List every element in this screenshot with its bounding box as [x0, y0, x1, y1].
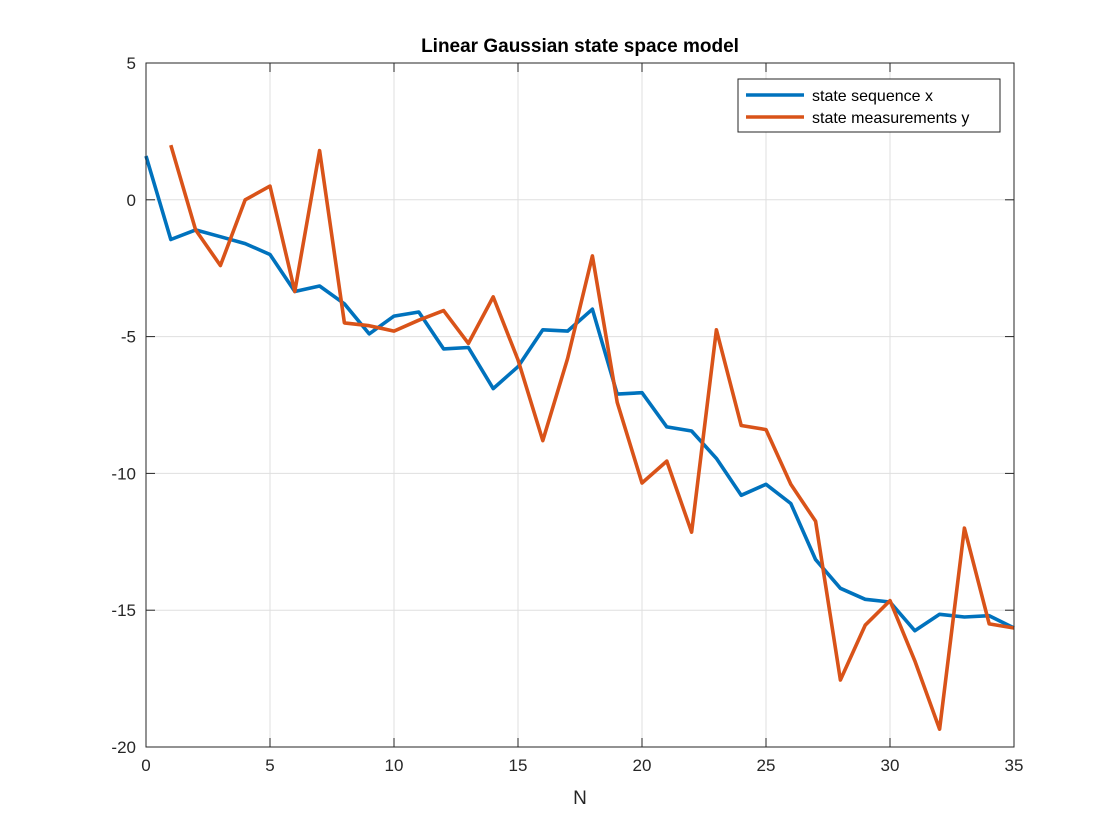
- x-tick-label: 25: [757, 756, 776, 775]
- legend: state sequence x state measurements y: [737, 78, 1001, 133]
- y-tick-label: -10: [111, 464, 136, 483]
- legend-box: [737, 78, 1001, 133]
- x-tick-label: 10: [385, 756, 404, 775]
- y-tick-label: -5: [121, 328, 136, 347]
- y-tick-label: -15: [111, 601, 136, 620]
- plot-border: [145, 62, 1015, 748]
- x-tick-label: 15: [509, 756, 528, 775]
- chart-title: Linear Gaussian state space model: [421, 36, 739, 57]
- x-axis-label: N: [573, 788, 587, 809]
- y-tick-label: 0: [127, 191, 136, 210]
- series-line-2: [169, 144, 1015, 732]
- x-tick-label: 30: [881, 756, 900, 775]
- y-tick-label: 5: [127, 54, 136, 73]
- ticks: 0 5 10 15 20 25 30 35 5 0 -5 -10 -15 -20: [111, 54, 1023, 775]
- x-tick-label: 0: [141, 756, 150, 775]
- series-layer: [144, 144, 1015, 732]
- x-tick-label: 35: [1005, 756, 1024, 775]
- legend-label-2: state measurements y: [812, 110, 969, 127]
- series-line-1: [144, 155, 1015, 633]
- legend-label-1: state sequence x: [812, 88, 933, 105]
- x-tick-label: 20: [633, 756, 652, 775]
- plot-area: [146, 63, 1014, 747]
- x-tick-label: 5: [265, 756, 274, 775]
- y-tick-label: -20: [111, 738, 136, 757]
